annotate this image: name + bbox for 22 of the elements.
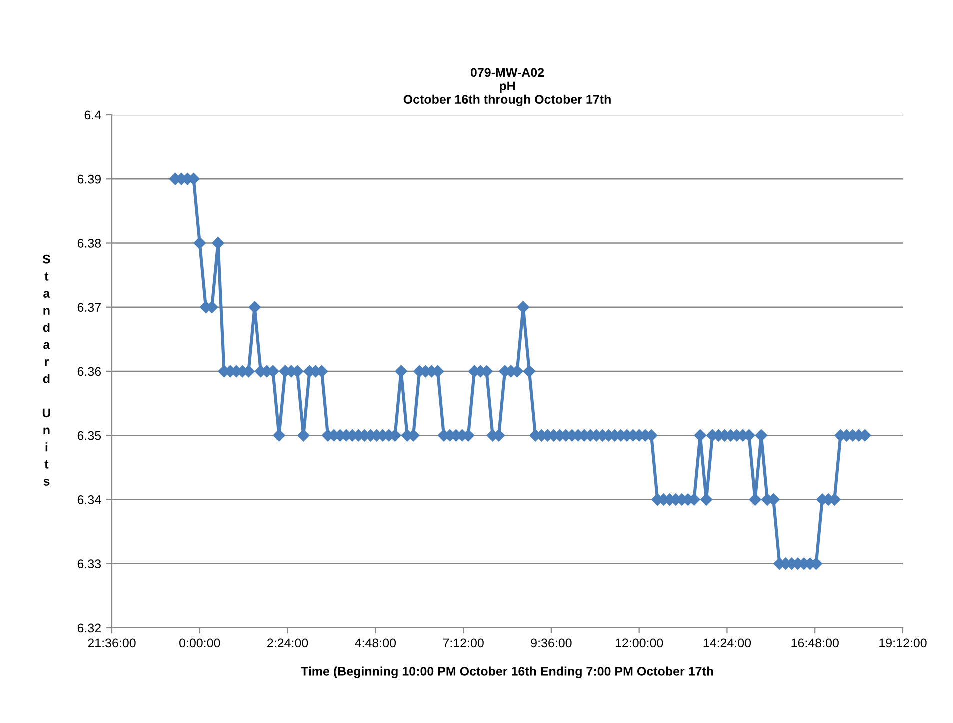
x-tick-label: 9:36:00: [531, 638, 572, 648]
x-tick-label: 4:48:00: [355, 638, 396, 648]
x-tick-label: 14:24:00: [704, 638, 752, 648]
y-tick-label: 6.38: [78, 239, 102, 248]
y-tick-label: 6.35: [78, 431, 102, 440]
y-tick-label: 6.39: [78, 174, 101, 184]
x-tick-label: 21:36:00: [88, 638, 136, 648]
x-tick-label: 16:48:00: [792, 638, 839, 648]
x-tick-label: 12:00:00: [616, 638, 664, 648]
x-tick-label: 7:12:00: [443, 638, 484, 648]
chart-title: 079-MW-A02 pH October 16th through October 17th: [404, 68, 611, 107]
x-tick-label: 0:00:00: [180, 638, 220, 648]
y-tick-label: 6.32: [78, 624, 101, 633]
x-tick-label: 2:24:00: [268, 638, 308, 648]
y-tick-label: 6.37: [78, 303, 101, 312]
y-tick-label: 6.36: [78, 367, 102, 376]
y-tick-label: 6.33: [78, 560, 102, 569]
text: Standard Units: [42, 254, 50, 486]
x-tick-label: 19:12:00: [880, 638, 927, 648]
y-tick-label: 6.34: [78, 496, 102, 504]
x-axis-title: Time (Beginning 10:00 PM October 16th Ending 7:00 PM October 17th: [301, 666, 714, 678]
y-tick-label: 6.4: [84, 110, 102, 120]
